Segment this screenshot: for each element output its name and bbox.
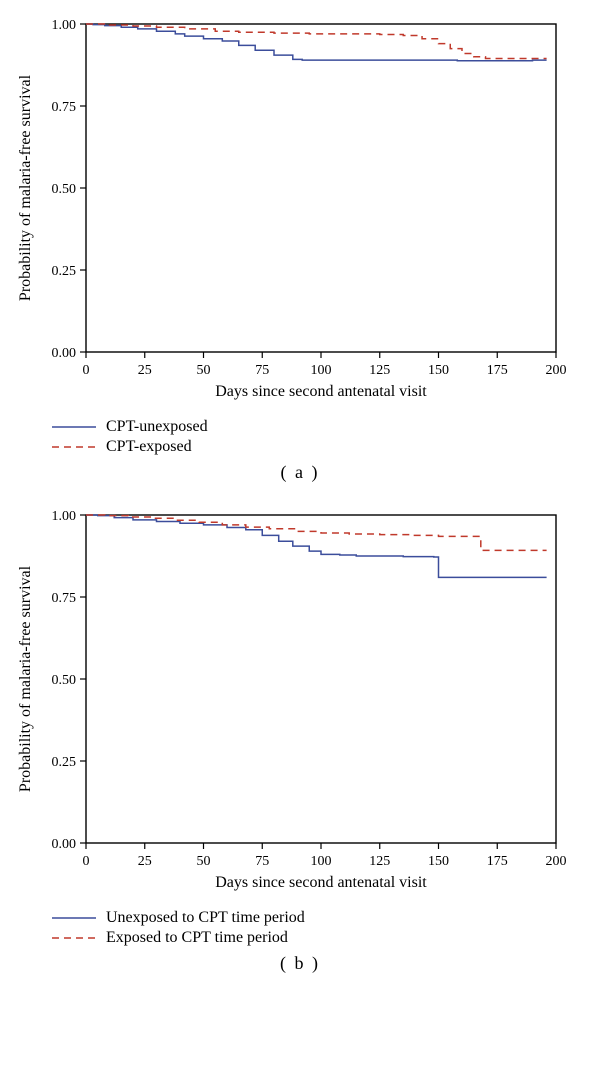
legend-swatch bbox=[50, 418, 98, 436]
svg-text:175: 175 bbox=[487, 854, 508, 869]
legend-swatch bbox=[50, 438, 98, 456]
chart-a-svg: 0 25 50 75 100 125 150 175 200 0.00 0.25 0.50 0.75 1.… bbox=[10, 10, 570, 410]
svg-text:0.50: 0.50 bbox=[52, 673, 77, 688]
panel-b: 0 25 50 75 100 125 150 175 200 0.00 0.25 0.50 0.75 1.… bbox=[10, 501, 590, 974]
legend-swatch bbox=[50, 929, 98, 947]
legend-item: Unexposed to CPT time period bbox=[50, 909, 590, 927]
svg-text:1.00: 1.00 bbox=[52, 18, 77, 33]
svg-text:125: 125 bbox=[369, 854, 390, 869]
svg-text:150: 150 bbox=[428, 363, 449, 378]
chart-a: 0 25 50 75 100 125 150 175 200 0.00 0.25 0.50 0.75 1.… bbox=[10, 10, 570, 410]
svg-text:Probability of malaria-free su: Probability of malaria-free survival bbox=[17, 74, 34, 301]
legend-b: Unexposed to CPT time period Exposed to C… bbox=[50, 909, 590, 947]
svg-text:0.50: 0.50 bbox=[52, 182, 77, 197]
svg-text:0.25: 0.25 bbox=[52, 264, 77, 279]
legend-swatch bbox=[50, 909, 98, 927]
svg-text:Days since second antenatal vi: Days since second antenatal visit bbox=[215, 874, 427, 891]
svg-text:1.00: 1.00 bbox=[52, 509, 77, 524]
svg-text:100: 100 bbox=[311, 363, 332, 378]
legend-label: Exposed to CPT time period bbox=[106, 929, 288, 947]
chart-b: 0 25 50 75 100 125 150 175 200 0.00 0.25 0.50 0.75 1.… bbox=[10, 501, 570, 901]
svg-text:50: 50 bbox=[197, 363, 211, 378]
svg-text:0.75: 0.75 bbox=[52, 591, 77, 606]
svg-text:0: 0 bbox=[83, 854, 90, 869]
legend-label: CPT-unexposed bbox=[106, 418, 208, 436]
svg-text:Probability of malaria-free su: Probability of malaria-free survival bbox=[17, 565, 34, 792]
chart-b-svg: 0 25 50 75 100 125 150 175 200 0.00 0.25 0.50 0.75 1.… bbox=[10, 501, 570, 901]
legend-label: CPT-exposed bbox=[106, 438, 192, 456]
svg-text:0.00: 0.00 bbox=[52, 837, 77, 852]
svg-text:125: 125 bbox=[369, 363, 390, 378]
panel-a: 0 25 50 75 100 125 150 175 200 0.00 0.25 0.50 0.75 1.… bbox=[10, 10, 590, 483]
legend-a: CPT-unexposed CPT-exposed bbox=[50, 418, 590, 456]
svg-text:75: 75 bbox=[255, 363, 269, 378]
svg-text:175: 175 bbox=[487, 363, 508, 378]
legend-label: Unexposed to CPT time period bbox=[106, 909, 305, 927]
legend-item: CPT-unexposed bbox=[50, 418, 590, 436]
svg-text:75: 75 bbox=[255, 854, 269, 869]
svg-text:0: 0 bbox=[83, 363, 90, 378]
svg-text:25: 25 bbox=[138, 363, 152, 378]
svg-text:200: 200 bbox=[546, 363, 567, 378]
svg-text:150: 150 bbox=[428, 854, 449, 869]
svg-text:25: 25 bbox=[138, 854, 152, 869]
legend-item: Exposed to CPT time period bbox=[50, 929, 590, 947]
svg-text:0.25: 0.25 bbox=[52, 755, 77, 770]
legend-item: CPT-exposed bbox=[50, 438, 590, 456]
svg-text:0.75: 0.75 bbox=[52, 100, 77, 115]
svg-text:200: 200 bbox=[546, 854, 567, 869]
panel-a-tag: ( a ) bbox=[10, 462, 590, 483]
svg-text:50: 50 bbox=[197, 854, 211, 869]
panel-b-tag: ( b ) bbox=[10, 953, 590, 974]
svg-text:Days since second antenatal vi: Days since second antenatal visit bbox=[215, 383, 427, 400]
svg-text:0.00: 0.00 bbox=[52, 346, 77, 361]
svg-text:100: 100 bbox=[311, 854, 332, 869]
